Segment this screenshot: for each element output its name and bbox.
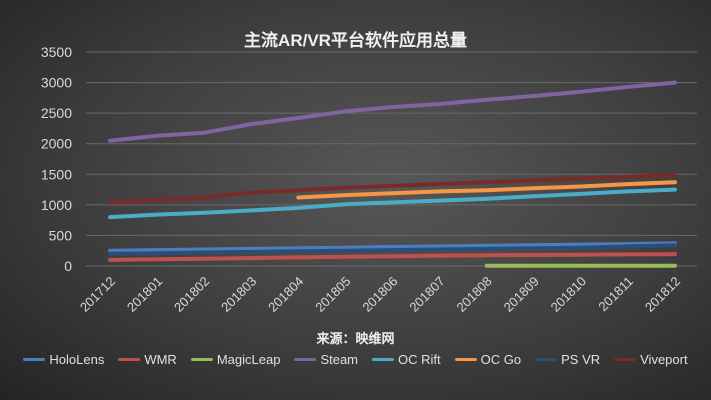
series-line-oc-go bbox=[296, 180, 677, 200]
legend-label: Steam bbox=[320, 352, 359, 367]
x-tick-label: 201807 bbox=[406, 274, 447, 315]
x-tick-label: 201810 bbox=[548, 274, 589, 315]
legend-item: OC Rift bbox=[372, 352, 441, 367]
legend-item: Steam bbox=[294, 352, 358, 367]
legend-item: WMR bbox=[118, 352, 177, 367]
legend-item: PS VR bbox=[535, 352, 600, 367]
legend-swatch bbox=[535, 358, 558, 361]
series-line-hololens bbox=[108, 241, 677, 253]
y-tick-label: 3500 bbox=[41, 44, 72, 60]
y-tick-label: 1500 bbox=[41, 166, 72, 182]
y-tick-label: 500 bbox=[49, 227, 73, 243]
legend-label: WMR bbox=[144, 352, 177, 367]
legend-item: OC Go bbox=[454, 352, 522, 367]
x-tick-label: 201805 bbox=[312, 274, 353, 315]
legend-label: MagicLeap bbox=[216, 352, 281, 367]
legend-swatch bbox=[118, 358, 141, 361]
x-tick-label: 201806 bbox=[359, 274, 400, 315]
x-tick-label: 201804 bbox=[265, 274, 306, 315]
legend-swatch bbox=[454, 358, 477, 361]
x-tick-label: 201812 bbox=[642, 274, 683, 315]
x-tick-label: 201809 bbox=[501, 274, 542, 315]
legend-swatch bbox=[23, 358, 46, 361]
legend-item: Viveport bbox=[614, 352, 688, 367]
series-line-ps-vr bbox=[108, 243, 677, 256]
legend-label: Viveport bbox=[640, 352, 688, 367]
chart-title: 主流AR/VR平台软件应用总量 bbox=[244, 31, 467, 50]
legend-item: HoloLens bbox=[23, 352, 104, 367]
y-tick-label: 2500 bbox=[41, 105, 72, 121]
x-tick-label: 201811 bbox=[595, 274, 636, 315]
series-line-oc-rift bbox=[108, 187, 677, 220]
legend-label: HoloLens bbox=[49, 352, 105, 367]
series-line-wmr bbox=[108, 252, 677, 262]
x-tick-label: 201801 bbox=[124, 274, 165, 315]
legend-swatch bbox=[372, 358, 395, 361]
legend-label: OC Rift bbox=[398, 352, 441, 367]
legend-label: OC Go bbox=[480, 352, 522, 367]
x-tick-label: 201808 bbox=[453, 274, 494, 315]
x-tick-label: 201803 bbox=[218, 274, 259, 315]
legend-swatch bbox=[614, 358, 637, 361]
legend-item: MagicLeap bbox=[190, 352, 281, 367]
y-tick-label: 0 bbox=[64, 258, 72, 274]
series-line-steam bbox=[108, 80, 677, 143]
series-line-viveport bbox=[108, 172, 677, 205]
x-tick-label: 201802 bbox=[171, 274, 212, 315]
y-tick-label: 1000 bbox=[41, 197, 72, 213]
legend-swatch bbox=[294, 358, 317, 361]
y-tick-label: 3000 bbox=[41, 75, 72, 91]
legend-label: PS VR bbox=[561, 352, 601, 367]
x-tick-label: 201712 bbox=[77, 274, 118, 315]
legend: HoloLens WMR MagicLeap Steam OC Rift OC Go PS … bbox=[0, 352, 711, 367]
legend-swatch bbox=[190, 358, 213, 361]
x-axis-label-source: 来源：映维网 bbox=[316, 331, 395, 346]
y-tick-label: 2000 bbox=[41, 136, 72, 152]
